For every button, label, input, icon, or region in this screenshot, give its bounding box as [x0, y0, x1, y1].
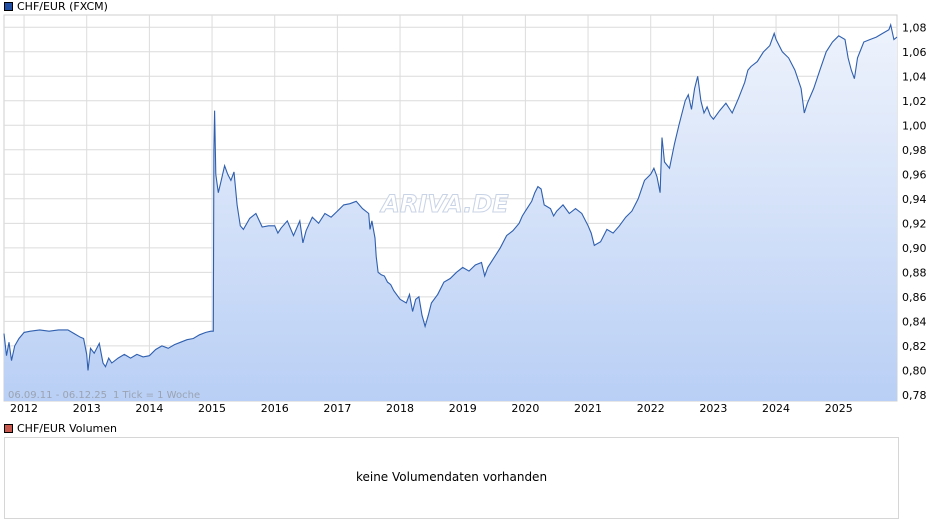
- y-tick-label: 0,80: [902, 364, 927, 377]
- volume-empty-message: keine Volumendaten vorhanden: [355, 470, 548, 484]
- y-tick-label: 0,82: [902, 340, 927, 353]
- x-tick-label: 2023: [699, 402, 727, 415]
- y-tick-label: 0,98: [902, 144, 927, 157]
- y-tick-label: 1,06: [902, 46, 927, 59]
- y-tick-label: 1,00: [902, 119, 927, 132]
- x-tick-label: 2021: [574, 402, 602, 415]
- legend-main-swatch: [4, 2, 13, 11]
- x-tick-label: 2015: [198, 402, 226, 415]
- y-tick-label: 0,90: [902, 242, 927, 255]
- price-chart: ARIVA.DE 0,78 0,80 0,82 0,84 0,86 0,88 0,90 0,9…: [3, 14, 927, 415]
- y-tick-label: 0,88: [902, 266, 927, 279]
- price-line: [3, 22, 898, 371]
- y-tick-label: 1,04: [902, 70, 927, 83]
- y-tick-label: 0,94: [902, 193, 927, 206]
- x-tick-label: 2012: [10, 402, 38, 415]
- y-axis-labels: 0,78 0,80 0,82 0,84 0,86 0,88 0,90 0,92 0,94 0,96…: [902, 21, 927, 402]
- x-tick-label: 2017: [323, 402, 351, 415]
- x-tick-label: 2022: [637, 402, 665, 415]
- volume-panel: keine Volumendaten vorhanden: [4, 437, 899, 519]
- y-tick-label: 1,02: [902, 95, 927, 108]
- legend-volume: CHF/EUR Volumen: [4, 422, 117, 435]
- x-tick-label: 2019: [449, 402, 477, 415]
- x-tick-label: 2025: [825, 402, 853, 415]
- x-tick-label: 2014: [135, 402, 163, 415]
- tick-info-text: 1 Tick = 1 Woche: [113, 390, 200, 401]
- x-tick-label: 2018: [386, 402, 414, 415]
- legend-main: CHF/EUR (FXCM): [4, 0, 108, 13]
- y-tick-label: 0,96: [902, 168, 927, 181]
- watermark: ARIVA.DE: [379, 190, 509, 218]
- legend-volume-swatch: [4, 424, 13, 433]
- legend-main-label: CHF/EUR (FXCM): [17, 0, 108, 13]
- y-tick-label: 0,92: [902, 217, 927, 230]
- x-tick-label: 2020: [511, 402, 539, 415]
- y-tick-label: 0,78: [902, 389, 927, 402]
- x-tick-label: 2024: [762, 402, 790, 415]
- x-tick-label: 2013: [73, 402, 101, 415]
- date-range-text: 06.09.11 - 06.12.25: [8, 390, 107, 401]
- y-tick-label: 0,84: [902, 315, 927, 328]
- x-tick-label: 2016: [261, 402, 289, 415]
- price-area: [4, 24, 897, 402]
- y-tick-label: 1,08: [902, 21, 927, 34]
- x-axis-labels: 2012 2013 2014 2015 2016 2017 2018 2019 2020 2021…: [10, 402, 853, 415]
- legend-volume-label: CHF/EUR Volumen: [17, 422, 118, 435]
- y-tick-label: 0,86: [902, 291, 927, 304]
